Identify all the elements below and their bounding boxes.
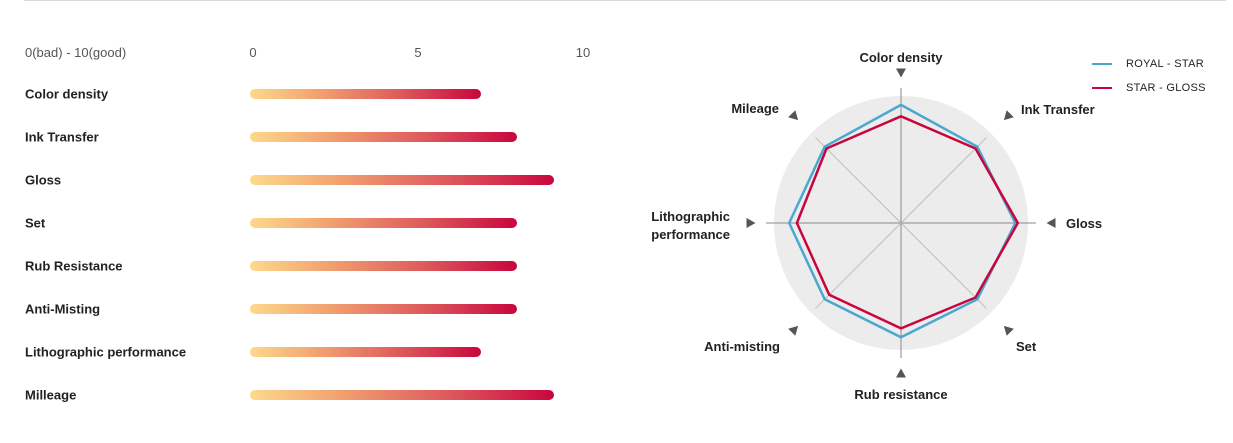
radar-axis-label: Mileage [731,101,779,116]
legend-label-royal-star: ROYAL - STAR [1126,58,1204,70]
radar-chart: Color density Ink Transfer Gloss Set Rub res… [651,50,1102,402]
x-tick-label: 5 [414,45,422,60]
axis-arrow-icon [896,368,906,378]
bar-category-label: Set [25,215,46,231]
axis-arrow-icon [788,325,799,336]
bar-category-label: Ink Transfer [25,129,99,145]
scale-caption: 0(bad) - 10(good) [25,45,127,60]
radar-axis-label: Rub resistance [854,387,947,402]
bar-ink-transfer [250,132,518,142]
bar-category-label: Anti-Misting [25,301,101,317]
bar-category-label: Rub Resistance [25,258,123,274]
radar-axis-label: Lithographic performance [651,209,730,242]
radar-axis-label-line: Gloss [1066,216,1102,231]
x-tick-label: 0 [249,45,257,60]
legend-label-star-gloss: STAR - GLOSS [1126,82,1206,94]
axis-arrow-icon [896,68,906,78]
radar-axis-line [815,137,902,224]
x-tick-label: 10 [575,45,591,60]
axis-arrow-icon [1003,325,1014,336]
bar-category-label: Lithographic performance [25,344,187,360]
radar-axis-label-line: Color density [859,50,943,65]
radar-axis-label-line: Mileage [731,101,779,116]
radar-legend: ROYAL - STAR STAR - GLOSS [1092,52,1206,100]
bar-anti-misting [250,304,518,314]
radar-chart-panel: Color density Ink Transfer Gloss Set Rub res… [620,0,1233,443]
legend-swatch-royal-star [1092,63,1112,65]
radar-axis-label-line: Ink Transfer [1021,102,1095,117]
axis-arrow-icon [1046,218,1056,228]
legend-swatch-star-gloss [1092,87,1112,89]
axis-arrow-icon [1003,110,1014,121]
top-divider [24,0,1226,1]
legend-item-royal-star[interactable]: ROYAL - STAR [1092,52,1206,76]
axis-arrow-icon [746,218,756,228]
bar-category-label: Color density [25,86,109,102]
bar-lithographic-performance [250,347,481,357]
radar-axis-label: Color density [859,50,943,65]
radar-axis-label: Gloss [1066,216,1102,231]
bar-category-label: Milleage [25,387,77,403]
radar-axis-label-line: Set [1016,339,1037,354]
radar-axis-label-line: Anti-misting [704,339,780,354]
bar-milleage [250,390,554,400]
radar-axis-line [900,222,987,309]
radar-axis-label: Set [1016,339,1037,354]
axis-arrow-icon [788,110,799,121]
radar-series-star-gloss [795,115,1020,330]
radar-axis-label: Ink Transfer [1021,102,1095,117]
radar-axis-label-line: performance [651,227,730,242]
bar-gloss [250,175,554,185]
radar-axis-label-line: Lithographic [651,209,730,224]
legend-item-star-gloss[interactable]: STAR - GLOSS [1092,76,1206,100]
bar-category-label: Gloss [25,172,62,188]
radar-axis-label-line: Rub resistance [854,387,947,402]
radar-axis-label: Anti-misting [704,339,780,354]
bar-chart-panel: 0(bad) - 10(good) 0 5 10 Color density Ink … [25,45,591,403]
bar-set [250,218,518,228]
bar-color-density [250,89,481,99]
bar-rub-resistance [250,261,518,271]
radar-axis-line [900,137,987,224]
